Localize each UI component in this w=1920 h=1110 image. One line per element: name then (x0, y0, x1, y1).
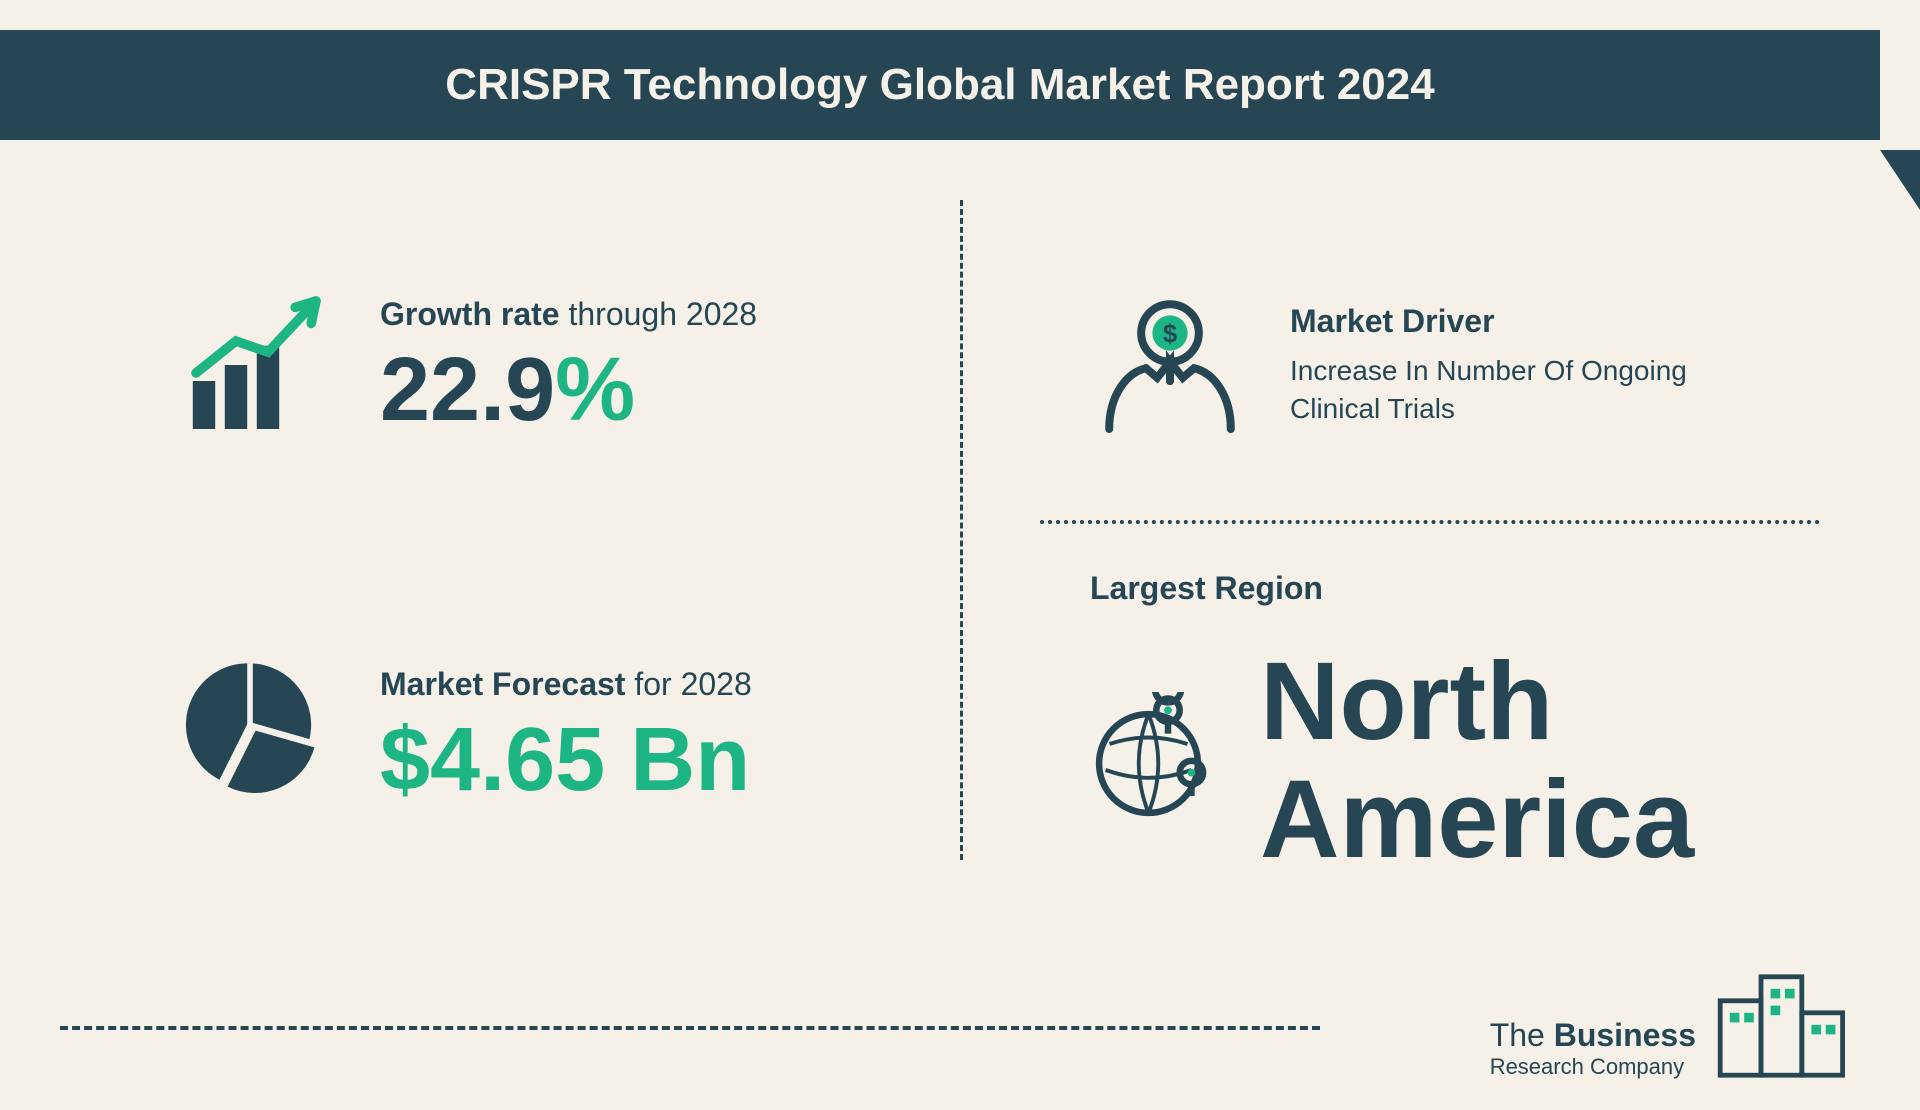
hands-coin-icon: $ (1090, 285, 1250, 445)
growth-unit: % (555, 340, 635, 440)
report-title: CRISPR Technology Global Market Report 2… (445, 60, 1434, 110)
market-forecast-card: Market Forecast for 2028 $4.65 Bn (180, 570, 1000, 900)
region-value: North America (1260, 639, 1694, 875)
pie-chart-icon (180, 655, 340, 815)
logo-line2: Research Company (1490, 1054, 1696, 1080)
forecast-number: $4.65 (380, 710, 605, 810)
region-value-line1: North (1260, 647, 1694, 757)
region-value-line2: America (1260, 765, 1694, 875)
globe-pins-icon (1090, 692, 1220, 822)
growth-number: 22.9 (380, 340, 555, 440)
forecast-text-block: Market Forecast for 2028 $4.65 Bn (380, 666, 752, 805)
forecast-label-rest: for 2028 (625, 666, 751, 702)
company-logo: The Business Research Company (1490, 960, 1860, 1080)
forecast-value: $4.65 Bn (380, 715, 752, 805)
driver-label: Market Driver (1290, 303, 1770, 340)
growth-value: 22.9% (380, 345, 757, 435)
growth-chart-icon (180, 285, 340, 445)
report-header: CRISPR Technology Global Market Report 2… (0, 30, 1880, 140)
forecast-unit: Bn (605, 710, 750, 810)
region-label-text: Largest Region (1090, 570, 1323, 606)
logo-line1: The Business (1490, 1017, 1696, 1054)
driver-label-text: Market Driver (1290, 303, 1495, 339)
forecast-label: Market Forecast for 2028 (380, 666, 752, 703)
largest-region-card: Largest Region North America (1000, 570, 1820, 900)
region-label: Largest Region (1090, 570, 1323, 607)
driver-text-block: Market Driver Increase In Number Of Ongo… (1290, 303, 1770, 428)
bottom-dashed-line (60, 1026, 1320, 1030)
driver-desc: Increase In Number Of Ongoing Clinical T… (1290, 352, 1770, 428)
growth-label-bold: Growth rate (380, 296, 560, 332)
svg-text:$: $ (1163, 321, 1177, 349)
growth-text-block: Growth rate through 2028 22.9% (380, 296, 757, 435)
market-driver-card: $ Market Driver Increase In Number Of On… (1000, 200, 1820, 530)
growth-label: Growth rate through 2028 (380, 296, 757, 333)
vertical-divider (960, 200, 963, 860)
growth-rate-card: Growth rate through 2028 22.9% (180, 200, 1000, 530)
horizontal-dotted-divider (1040, 520, 1820, 524)
logo-text: The Business Research Company (1490, 1017, 1696, 1080)
logo-the: The (1490, 1017, 1554, 1053)
logo-buildings-icon (1710, 960, 1860, 1080)
logo-business: Business (1554, 1017, 1696, 1053)
growth-label-rest: through 2028 (560, 296, 758, 332)
forecast-label-bold: Market Forecast (380, 666, 625, 702)
content-grid: Growth rate through 2028 22.9% $ Market … (0, 140, 1920, 900)
region-row: North America (1090, 639, 1694, 875)
